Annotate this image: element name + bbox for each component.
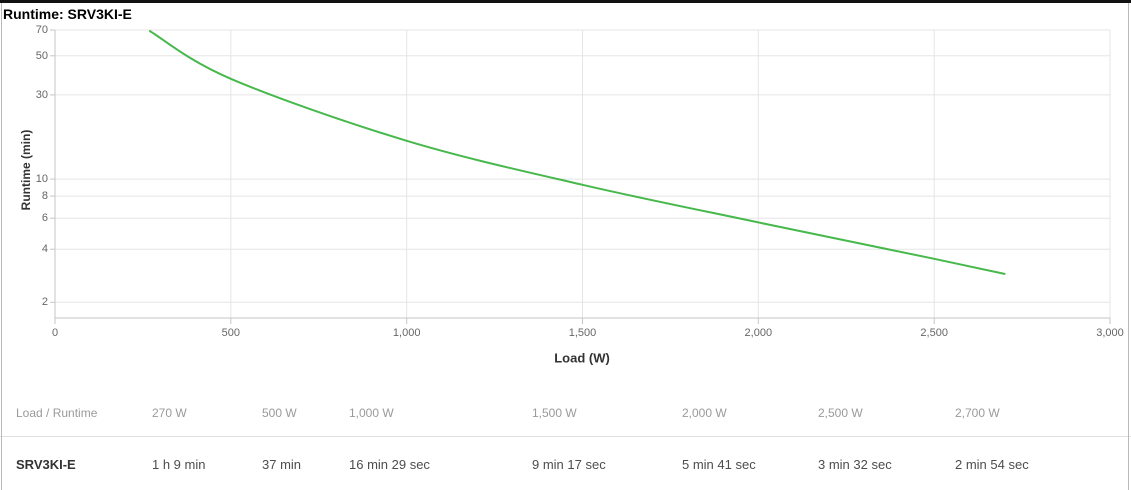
table-header-cell: 2,500 W	[818, 406, 863, 420]
table-header-cell: 1,500 W	[532, 406, 577, 420]
table-cell: 9 min 17 sec	[532, 457, 606, 472]
y-tick-label: 30	[35, 88, 48, 101]
table-header-cell: 500 W	[262, 406, 297, 420]
y-tick-label: 6	[41, 212, 48, 225]
runtime-table: Load / Runtime 270 W 500 W 1,000 W 1,500…	[0, 390, 1131, 490]
table-cell: 1 h 9 min	[152, 457, 206, 472]
table-row-label: SRV3KI-E	[16, 457, 76, 472]
table-header-cell: Load / Runtime	[16, 406, 98, 420]
runtime-curve	[149, 30, 1006, 275]
x-tick-label: 500	[221, 327, 240, 339]
table-header-row: Load / Runtime 270 W 500 W 1,000 W 1,500…	[0, 390, 1131, 436]
table-header-cell: 270 W	[152, 406, 187, 420]
y-tick-label: 8	[41, 190, 48, 203]
panel-right-border	[1128, 3, 1129, 490]
table-cell: 16 min 29 sec	[349, 457, 430, 472]
y-tick-label: 70	[35, 24, 48, 36]
table-cell: 3 min 32 sec	[818, 457, 892, 472]
table-header-cell: 2,000 W	[682, 406, 727, 420]
y-tick-label: 2	[41, 296, 48, 309]
x-tick-label: 1,000	[392, 327, 421, 339]
panel-left-border	[1, 3, 2, 490]
chart-title: Runtime: SRV3KI-E	[3, 6, 132, 22]
chart-plot-svg	[50, 29, 1111, 324]
x-tick-label: 2,000	[744, 327, 773, 339]
panel-top-border	[0, 0, 1131, 3]
table-cell: 2 min 54 sec	[955, 457, 1029, 472]
table-cell: 5 min 41 sec	[682, 457, 756, 472]
x-tick-label: 1,500	[568, 327, 597, 339]
x-axis-title: Load (W)	[554, 350, 610, 366]
table-header-cell: 2,700 W	[955, 406, 1000, 420]
table-cell: 37 min	[262, 457, 302, 472]
x-tick-label: 0	[51, 327, 59, 339]
y-tick-label: 50	[35, 49, 48, 62]
y-tick-label: 10	[35, 173, 48, 186]
table-header-cell: 1,000 W	[349, 406, 394, 420]
x-tick-label: 3,000	[1096, 327, 1124, 339]
runtime-chart: Runtime: SRV3KI-E Runtime (min) Load (W)…	[3, 6, 1124, 366]
x-tick-label: 2,500	[920, 327, 948, 339]
y-tick-label: 4	[41, 243, 48, 256]
table-row: SRV3KI-E 1 h 9 min 37 min 16 min 29 sec …	[0, 436, 1131, 490]
